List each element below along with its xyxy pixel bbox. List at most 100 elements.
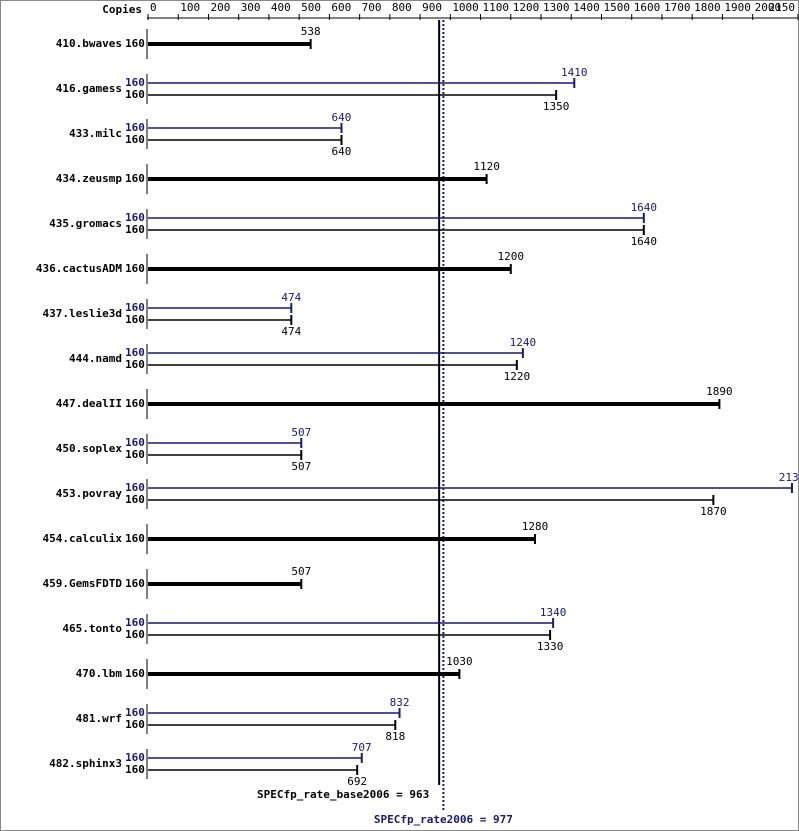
- value-label: 832: [390, 696, 410, 709]
- benchmark-label: 453.povray: [56, 487, 123, 500]
- value-label: 818: [385, 730, 405, 743]
- value-label: 1120: [473, 160, 500, 173]
- benchmark-label: 433.milc: [69, 127, 122, 140]
- copies-label: 160: [125, 481, 145, 494]
- benchmark-label: 436.cactusADM: [36, 262, 122, 275]
- bar: [148, 94, 557, 96]
- value-label: 1640: [631, 201, 658, 214]
- copies-label: 160: [125, 397, 145, 410]
- x-tick-label: 0: [150, 1, 157, 14]
- bar: [148, 307, 292, 309]
- bar: [148, 364, 517, 366]
- copies-label: 160: [125, 358, 145, 371]
- bar: [148, 582, 302, 586]
- value-label: 1280: [522, 520, 549, 533]
- bar: [148, 634, 551, 636]
- copies-label: 160: [125, 313, 145, 326]
- benchmark-label: 465.tonto: [62, 622, 122, 635]
- bar: [148, 724, 396, 726]
- bar: [148, 499, 714, 501]
- value-label: 707: [352, 741, 372, 754]
- copies-label: 160: [125, 667, 145, 680]
- x-tick-label: 1700: [664, 1, 691, 14]
- value-label: 538: [301, 25, 321, 38]
- value-label: 507: [291, 565, 311, 578]
- bar: [148, 712, 400, 714]
- value-label: 507: [291, 460, 311, 473]
- bar: [148, 177, 487, 181]
- value-label: 1640: [631, 235, 658, 248]
- copies-label: 160: [125, 628, 145, 641]
- benchmark-label: 459.GemsFDTD: [43, 577, 123, 590]
- value-label: 507: [291, 426, 311, 439]
- copies-label: 160: [125, 706, 145, 719]
- copies-label: 160: [125, 751, 145, 764]
- copies-label: 160: [125, 172, 145, 185]
- value-label: 474: [281, 291, 301, 304]
- bar: [148, 442, 302, 444]
- value-label: 692: [347, 775, 367, 788]
- x-tick-label: 400: [271, 1, 291, 14]
- copies-label: 160: [125, 133, 145, 146]
- benchmark-label: 447.dealII: [56, 397, 122, 410]
- x-tick-label: 1000: [452, 1, 479, 14]
- x-tick-label: 1100: [483, 1, 510, 14]
- benchmark-label: 435.gromacs: [49, 217, 122, 230]
- bar: [148, 352, 523, 354]
- value-label: 640: [332, 145, 352, 158]
- reference-label: SPECfp_rate2006 = 977: [374, 813, 513, 826]
- reference-label: SPECfp_rate_base2006 = 963: [257, 788, 429, 801]
- x-tick-label: 900: [422, 1, 442, 14]
- bar: [148, 319, 292, 321]
- benchmark-label: 444.namd: [69, 352, 122, 365]
- copies-label: 160: [125, 346, 145, 359]
- bar: [148, 139, 342, 141]
- copies-label: 160: [125, 532, 145, 545]
- copies-label: 160: [125, 301, 145, 314]
- x-tick-label: 600: [331, 1, 351, 14]
- value-label: 1220: [504, 370, 531, 383]
- copies-label: 160: [125, 37, 145, 50]
- bar: [148, 127, 342, 129]
- x-tick-label: 800: [392, 1, 412, 14]
- bar: [148, 267, 511, 271]
- bar: [148, 229, 644, 231]
- benchmark-label: 434.zeusmp: [56, 172, 123, 185]
- value-label: 1200: [498, 250, 525, 263]
- value-label: 1240: [510, 336, 537, 349]
- x-tick-label: 2150: [769, 1, 796, 14]
- benchmark-label: 437.leslie3d: [43, 307, 122, 320]
- value-label: 474: [281, 325, 301, 338]
- bar: [148, 622, 554, 624]
- value-label: 1410: [561, 66, 588, 79]
- bar: [148, 217, 644, 219]
- bar: [148, 769, 358, 771]
- value-label: 1030: [446, 655, 473, 668]
- value-label: 1890: [706, 385, 733, 398]
- copies-label: 160: [125, 493, 145, 506]
- copies-label: 160: [125, 448, 145, 461]
- benchmark-label: 450.soplex: [56, 442, 123, 455]
- benchmark-label: 470.lbm: [76, 667, 123, 680]
- benchmark-label: 416.gamess: [56, 82, 122, 95]
- copies-label: 160: [125, 223, 145, 236]
- copies-label: 160: [125, 436, 145, 449]
- copies-label: 160: [125, 76, 145, 89]
- x-tick-label: 700: [362, 1, 382, 14]
- x-tick-label: 1600: [634, 1, 661, 14]
- bar: [148, 537, 535, 541]
- value-label: 2130: [779, 471, 799, 484]
- benchmark-label: 410.bwaves: [56, 37, 122, 50]
- value-label: 1330: [537, 640, 564, 653]
- bar: [148, 487, 792, 489]
- x-tick-label: 500: [301, 1, 321, 14]
- x-tick-label: 2000: [755, 1, 782, 14]
- bar: [148, 454, 302, 456]
- benchmark-label: 481.wrf: [76, 712, 122, 725]
- copies-label: 160: [125, 262, 145, 275]
- x-tick-label: 1800: [694, 1, 721, 14]
- x-tick-label: 200: [210, 1, 230, 14]
- x-tick-label: 1900: [724, 1, 751, 14]
- benchmark-label: 482.sphinx3: [49, 757, 122, 770]
